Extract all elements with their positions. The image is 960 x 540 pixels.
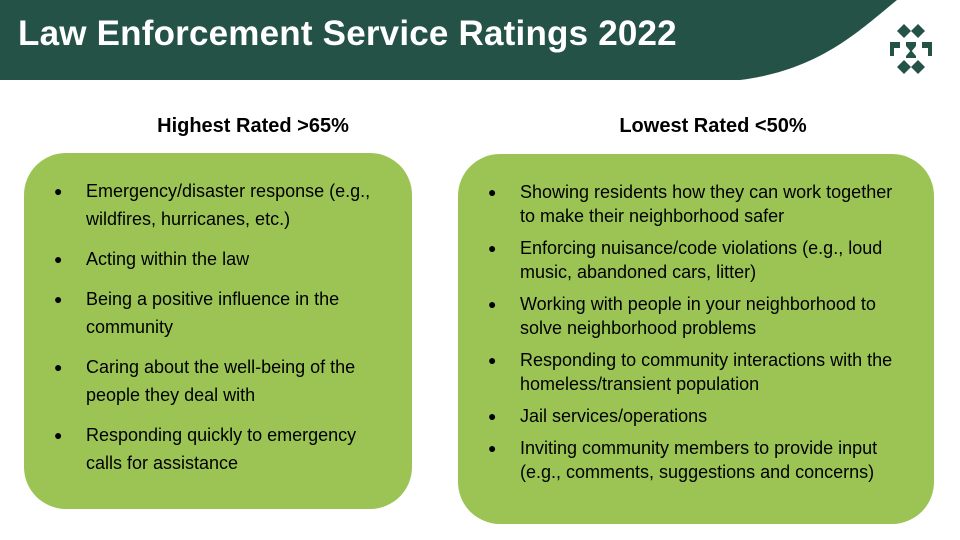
county-seal-logo-icon bbox=[890, 24, 932, 74]
bullet-icon: ● bbox=[54, 427, 63, 443]
lowest-rated-heading: Lowest Rated <50% bbox=[619, 115, 807, 137]
list-item: ● Inviting community members to provide i… bbox=[488, 438, 878, 482]
list-item: ● Acting within the law bbox=[54, 245, 378, 273]
bullet-icon: ● bbox=[488, 408, 497, 424]
highest-rated-heading: Highest Rated >65% bbox=[157, 115, 349, 137]
list-item: ● Being a positive influence in the commu… bbox=[54, 285, 378, 341]
lowest-rated-panel: ● Showing residents how they can work tog… bbox=[458, 154, 934, 524]
header-banner bbox=[0, 0, 897, 80]
bullet-icon: ● bbox=[488, 352, 497, 368]
bullet-icon: ● bbox=[54, 359, 63, 375]
bullet-icon: ● bbox=[488, 184, 497, 200]
bullet-icon: ● bbox=[54, 291, 63, 307]
highest-rated-panel: ● Emergency/disaster response (e.g., wild… bbox=[24, 153, 412, 509]
bullet-icon: ● bbox=[54, 183, 63, 199]
highest-rated-list: ● Emergency/disaster response (e.g., wild… bbox=[54, 177, 378, 477]
list-item: ● Working with people in your neighborhoo… bbox=[488, 294, 876, 338]
bullet-icon: ● bbox=[488, 296, 497, 312]
list-item: ● Caring about the well-being of the peop… bbox=[54, 353, 378, 409]
slide-title: Law Enforcement Service Ratings 2022 bbox=[18, 14, 677, 53]
lowest-rated-list: ● Showing residents how they can work tog… bbox=[488, 180, 904, 484]
list-item: ● Responding to community interactions wi… bbox=[488, 350, 893, 394]
list-item: ● Showing residents how they can work tog… bbox=[488, 182, 893, 226]
list-item: ● Emergency/disaster response (e.g., wild… bbox=[54, 177, 378, 233]
list-item: ● Enforcing nuisance/code violations (e.g… bbox=[488, 238, 883, 282]
bullet-icon: ● bbox=[488, 240, 497, 256]
bullet-icon: ● bbox=[54, 251, 63, 267]
list-item: ● Jail services/operations bbox=[488, 406, 708, 426]
list-item: ● Responding quickly to emergency calls f… bbox=[54, 421, 378, 477]
bullet-icon: ● bbox=[488, 440, 497, 456]
